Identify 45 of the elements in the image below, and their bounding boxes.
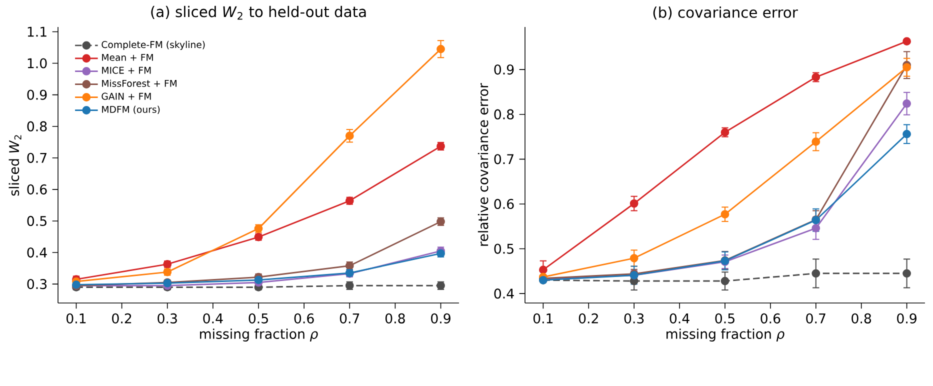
chart-title: (a) sliced W$_{2}$ to held-out data (151, 6, 366, 20)
x-tick-label: 0.5 (715, 313, 734, 324)
y-tick-label: 0.7 (27, 152, 46, 163)
x-tick-label: 0.1 (533, 313, 553, 324)
y-tick-label: 0.6 (494, 198, 514, 210)
x-tick-label: 0.4 (203, 313, 223, 324)
legend-label: GAIN + FM (102, 92, 151, 100)
y-tick-label: 0.5 (27, 216, 46, 226)
x-tick-label: 0.1 (66, 313, 86, 324)
x-tick-label: 0.7 (340, 313, 360, 324)
x-tick-label: 0.2 (112, 313, 132, 324)
x-tick-label: 0.6 (760, 313, 780, 324)
x-tick-label: 0.9 (897, 313, 916, 324)
y-tick-label: 0.4 (27, 247, 47, 258)
y-axis-title: sliced W$_{2}$ (8, 135, 22, 196)
y-tick-label: 0.9 (494, 64, 514, 75)
y-axis-title: relative covariance error (478, 83, 488, 246)
y-tick-label: 1.0 (28, 58, 47, 68)
legend-label: Mean + FM (102, 54, 153, 61)
x-tick-label: 0.3 (624, 313, 644, 324)
legend-label: Complete-FM (skyline) (102, 40, 205, 50)
legend-label: MissForest + FM (102, 80, 176, 87)
chart-title: (b) covariance error (653, 6, 798, 20)
legend-label: MDFM (ours) (102, 106, 160, 114)
x-tick-label: 0.4 (670, 313, 690, 324)
x-tick-label: 0.8 (852, 313, 872, 324)
y-tick-label: 0.9 (27, 90, 47, 100)
y-tick-label: 0.6 (27, 184, 47, 194)
y-tick-label: 1.1 (28, 26, 46, 37)
x-tick-label: 0.5 (248, 313, 268, 324)
x-axis-title: missing fraction ρ (200, 328, 318, 342)
y-tick-label: 0.8 (27, 121, 47, 132)
x-tick-label: 0.3 (158, 313, 177, 324)
x-tick-label: 0.2 (578, 313, 598, 324)
x-axis-title: missing fraction ρ (666, 328, 784, 342)
x-tick-label: 0.8 (385, 313, 405, 324)
legend-label: MICE + FM (102, 66, 151, 74)
y-tick-label: 0.7 (494, 154, 514, 164)
x-tick-label: 0.9 (431, 313, 450, 324)
y-tick-label: 0.5 (494, 244, 514, 254)
y-tick-label: 0.4 (494, 288, 514, 299)
y-tick-label: 0.3 (27, 279, 47, 290)
x-tick-label: 0.6 (294, 313, 314, 324)
x-tick-label: 0.7 (806, 313, 826, 324)
y-tick-label: 0.8 (494, 109, 514, 120)
